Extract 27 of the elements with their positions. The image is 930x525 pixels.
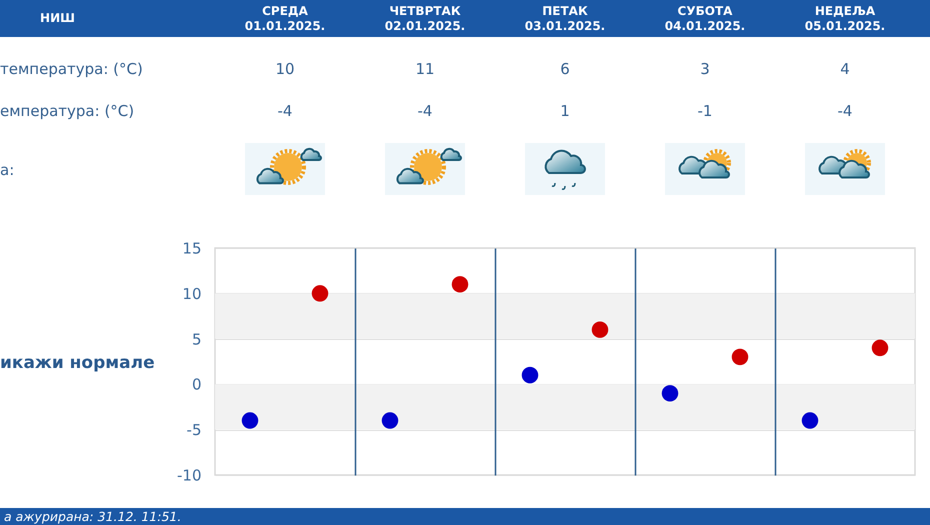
text: икажи нормале: [0, 353, 155, 373]
data-label: -4: [416, 102, 434, 120]
data-label: 3: [699, 60, 711, 78]
text: температура: (°C): [0, 60, 143, 78]
text: емпература: (°C): [0, 102, 134, 120]
text: ЧЕТВРТАК 02.01.2025.: [384, 4, 466, 34]
data-label: 10: [274, 60, 296, 78]
y-tick-label: -5: [186, 421, 202, 440]
y-tick-label: 5: [192, 330, 202, 348]
data-label: -4: [276, 102, 294, 120]
data-label: -1: [696, 102, 714, 120]
y-tick-label: 0: [192, 376, 202, 394]
data-label: -4: [836, 102, 854, 120]
text: ПЕТАК 03.01.2025.: [524, 4, 606, 34]
data-label: 6: [559, 60, 571, 78]
data-label: 1: [559, 102, 571, 120]
text: а ажурирана: 31.12. 11:51.: [4, 509, 182, 524]
data-label: 11: [414, 60, 436, 78]
text: а:: [0, 161, 14, 179]
text: НИШ: [39, 11, 76, 26]
y-tick-label: 10: [182, 284, 202, 303]
text: НЕДЕЉА 05.01.2025.: [804, 4, 886, 34]
data-label: 4: [839, 60, 851, 78]
y-tick-label: 15: [182, 240, 202, 258]
text: СУБОТА 04.01.2025.: [664, 4, 746, 34]
y-tick-label: -10: [177, 466, 202, 484]
text: СРЕДА 01.01.2025.: [244, 4, 326, 34]
